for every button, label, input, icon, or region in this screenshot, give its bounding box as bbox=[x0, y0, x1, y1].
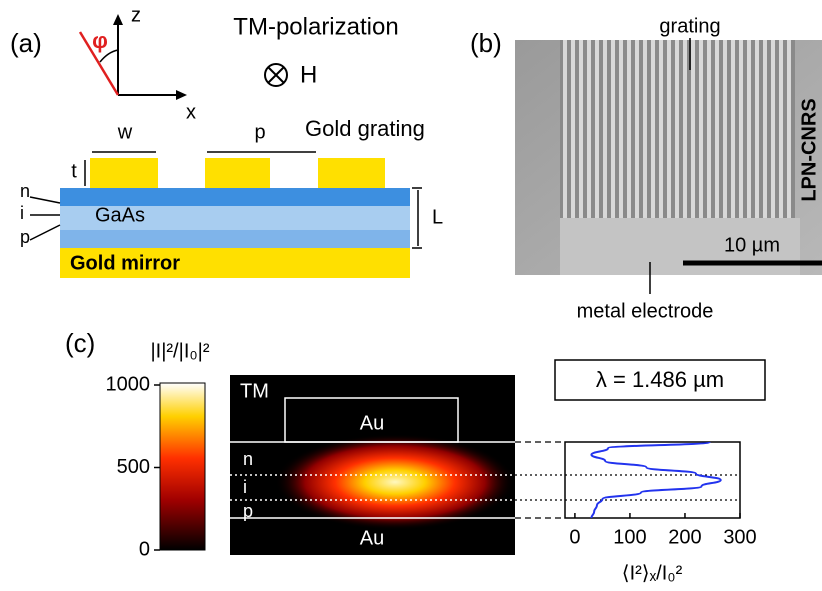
tick-label: 0 bbox=[139, 538, 150, 560]
tick-label: 0 bbox=[569, 526, 580, 548]
tick-label: 300 bbox=[723, 526, 756, 548]
connectors bbox=[515, 442, 740, 518]
stripe bbox=[635, 40, 639, 218]
grating-stripes bbox=[563, 40, 791, 218]
stripe bbox=[731, 40, 735, 218]
map-label: Au bbox=[360, 412, 384, 434]
stripe bbox=[691, 40, 695, 218]
stripe bbox=[643, 40, 647, 218]
layer-label: p bbox=[20, 227, 30, 247]
axis-label: z bbox=[131, 4, 141, 26]
field-symbol bbox=[268, 67, 284, 83]
layer-label: i bbox=[20, 203, 24, 223]
stripe bbox=[675, 40, 679, 218]
stripe bbox=[747, 40, 751, 218]
arrow bbox=[113, 14, 123, 25]
p-layer bbox=[60, 230, 410, 248]
tick-label: 500 bbox=[117, 456, 150, 478]
stripe bbox=[787, 40, 791, 218]
grating bbox=[90, 158, 385, 188]
grating-label: Gold grating bbox=[305, 116, 425, 141]
grating-label: grating bbox=[659, 15, 720, 37]
tick-label: 1000 bbox=[106, 373, 151, 395]
panel-label: (b) bbox=[470, 28, 502, 58]
angle-label: φ bbox=[92, 28, 108, 53]
stripe bbox=[651, 40, 655, 218]
slab-thickness-label: L bbox=[432, 206, 443, 228]
stripe bbox=[587, 40, 591, 218]
stripe bbox=[707, 40, 711, 218]
scale-label: 10 µm bbox=[724, 234, 780, 256]
stripe bbox=[755, 40, 759, 218]
figure: (a) φ z x TM-polarization H Gold grating… bbox=[0, 0, 822, 586]
thickness-label: t bbox=[71, 160, 77, 182]
stripe bbox=[611, 40, 615, 218]
stripe bbox=[595, 40, 599, 218]
map-label: i bbox=[243, 477, 247, 497]
stripe bbox=[723, 40, 727, 218]
stripe bbox=[619, 40, 623, 218]
width-label: w bbox=[117, 121, 133, 143]
stripe bbox=[603, 40, 607, 218]
colorbar bbox=[160, 383, 205, 550]
polarization-label: TM-polarization bbox=[233, 13, 398, 40]
slab-label: GaAs bbox=[95, 204, 145, 226]
field-hotspot bbox=[275, 434, 515, 530]
map-label: n bbox=[243, 449, 253, 469]
stripe bbox=[763, 40, 767, 218]
stripe bbox=[667, 40, 671, 218]
arrow bbox=[176, 90, 187, 100]
map-label: p bbox=[243, 501, 253, 521]
stripe bbox=[683, 40, 687, 218]
field-label: H bbox=[300, 61, 317, 88]
colorbar-title: |I|²/|I₀|² bbox=[150, 340, 209, 362]
stripe bbox=[715, 40, 719, 218]
map-label: TM bbox=[240, 380, 269, 402]
panel-label: (c) bbox=[65, 328, 95, 358]
stripe bbox=[659, 40, 663, 218]
stripe bbox=[699, 40, 703, 218]
map-label: Au bbox=[360, 527, 384, 549]
stripe bbox=[627, 40, 631, 218]
panel-label: (a) bbox=[10, 28, 42, 58]
mirror-label: Gold mirror bbox=[70, 252, 180, 274]
stripe bbox=[571, 40, 575, 218]
stripe bbox=[739, 40, 743, 218]
axis-label: x bbox=[186, 101, 196, 123]
tick-label: 100 bbox=[613, 526, 646, 548]
stripe bbox=[779, 40, 783, 218]
period-label: p bbox=[254, 121, 265, 143]
tick-label: 200 bbox=[668, 526, 701, 548]
wavelength-label: λ = 1.486 µm bbox=[596, 367, 724, 392]
stripe bbox=[579, 40, 583, 218]
profile-curve bbox=[591, 442, 720, 518]
electrode-label: metal electrode bbox=[577, 300, 714, 322]
stripe bbox=[771, 40, 775, 218]
layer-label: n bbox=[20, 181, 30, 201]
stripe bbox=[563, 40, 567, 218]
x-axis-label: ⟨I²⟩ₓ/I₀² bbox=[622, 562, 683, 584]
watermark: LPN-CNRS bbox=[798, 98, 820, 201]
